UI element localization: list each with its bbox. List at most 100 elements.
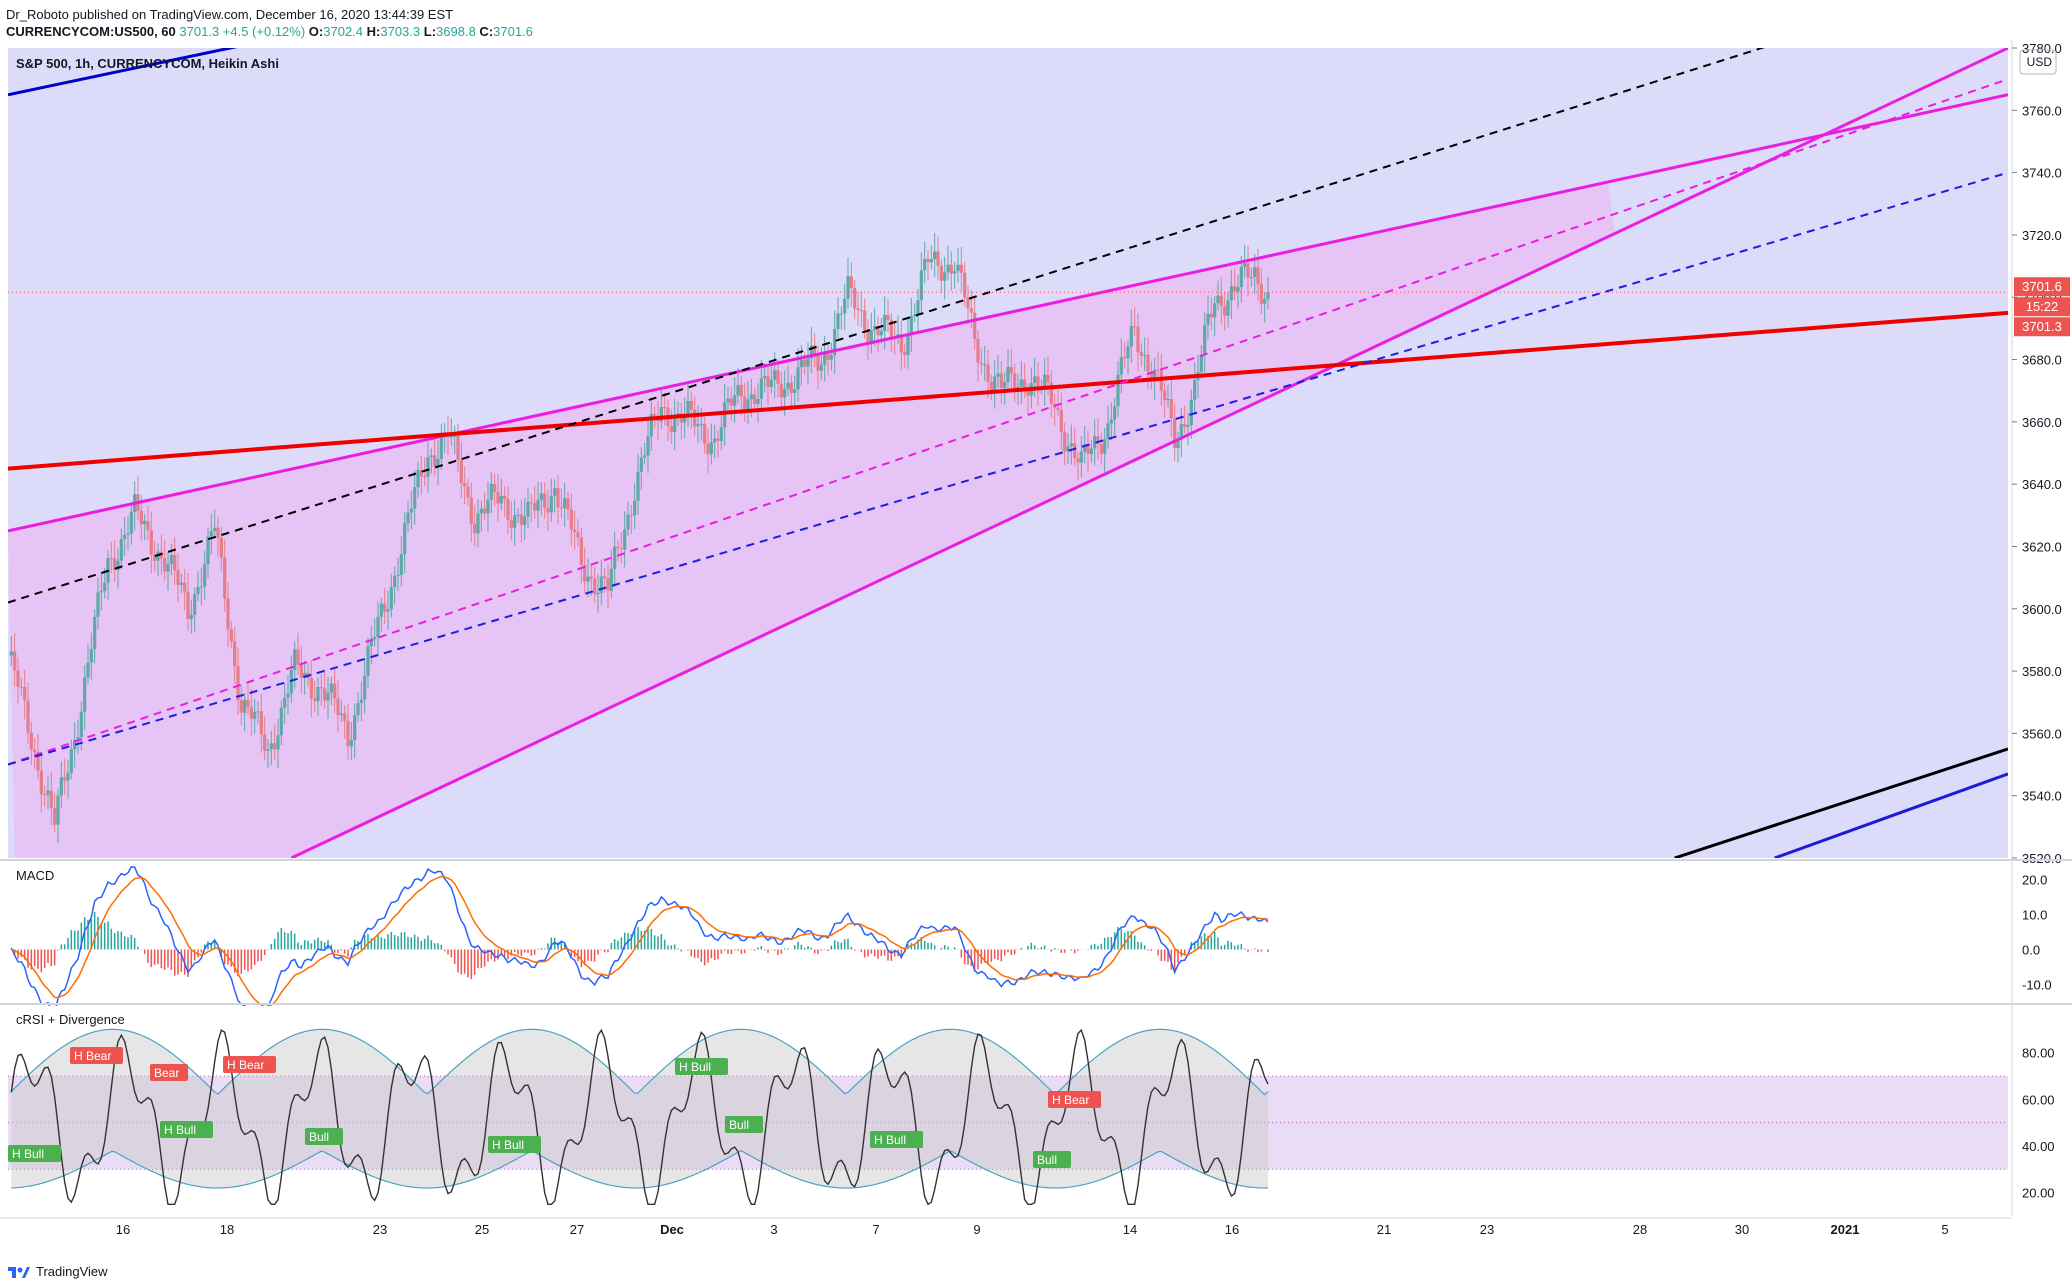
candle-body bbox=[336, 698, 340, 715]
candle-body bbox=[653, 414, 657, 416]
divergence-label-text: Bear bbox=[154, 1066, 179, 1080]
candle-body bbox=[1233, 286, 1237, 292]
candle-body bbox=[773, 370, 777, 380]
price-title: S&P 500, 1h, CURRENCYCOM, Heikin Ashi bbox=[16, 56, 279, 71]
candle-body bbox=[883, 314, 887, 332]
candle-body bbox=[786, 382, 790, 389]
macd-pane[interactable]: MACD bbox=[8, 862, 2008, 1018]
candle-body bbox=[103, 582, 107, 592]
candle-body bbox=[1193, 379, 1197, 400]
candle-body bbox=[109, 558, 113, 560]
candle-body bbox=[579, 537, 583, 565]
divergence-label-badge bbox=[675, 1058, 728, 1075]
candle-body bbox=[663, 407, 667, 409]
candle-body bbox=[189, 614, 193, 619]
candle-body bbox=[9, 651, 13, 656]
candle-body bbox=[839, 313, 843, 315]
candle-body bbox=[439, 436, 443, 460]
candle-body bbox=[1236, 286, 1240, 292]
candle-body bbox=[149, 530, 153, 555]
candle-body bbox=[1036, 376, 1040, 388]
low-value: 3698.8 bbox=[436, 24, 476, 39]
candle-body bbox=[719, 427, 723, 441]
candle-body bbox=[606, 578, 610, 591]
candle-body bbox=[1026, 390, 1030, 396]
x-tick-label: 7 bbox=[872, 1222, 879, 1237]
price-tick-label: 3620.0 bbox=[2022, 539, 2062, 554]
divergence-label-badge bbox=[150, 1064, 188, 1081]
candle-body bbox=[1256, 267, 1260, 285]
high-label: H: bbox=[366, 24, 381, 39]
candle-body bbox=[993, 376, 997, 391]
candle-body bbox=[509, 520, 513, 528]
candle-body bbox=[946, 264, 950, 273]
crsi-pane[interactable]: cRSI + Divergence H Bull H Bear Bear H Bull H… bbox=[8, 1006, 2008, 1216]
candle-body bbox=[269, 743, 273, 750]
candle-body bbox=[163, 558, 167, 572]
candle-body bbox=[523, 516, 527, 525]
candle-body bbox=[619, 548, 623, 550]
candle-body bbox=[156, 551, 160, 561]
candle-body bbox=[373, 636, 377, 640]
candle-body bbox=[613, 546, 617, 569]
candle-body bbox=[223, 557, 227, 599]
candle-body bbox=[913, 314, 917, 316]
candle-body bbox=[489, 483, 493, 500]
candle-body bbox=[186, 591, 190, 619]
candle-body bbox=[723, 402, 727, 428]
candle-body bbox=[859, 310, 863, 312]
divergence-label-text: Bull bbox=[729, 1118, 749, 1132]
candle-body bbox=[89, 649, 93, 663]
candle-body bbox=[43, 794, 47, 796]
price-pane[interactable]: S&P 500, 1h, CURRENCYCOM, Heikin Ashi bbox=[8, 0, 2008, 858]
divergence-label-badge bbox=[305, 1128, 343, 1145]
candle-body bbox=[806, 358, 810, 367]
price-tick-label: 3760.0 bbox=[2022, 103, 2062, 118]
candle-body bbox=[46, 790, 50, 795]
candle-body bbox=[816, 355, 820, 371]
candle-body bbox=[1186, 425, 1190, 427]
candle-body bbox=[829, 355, 833, 360]
candle-body bbox=[1073, 443, 1077, 459]
candle-body bbox=[639, 457, 643, 472]
candle-body bbox=[316, 687, 320, 702]
candle-body bbox=[216, 527, 220, 539]
candle-body bbox=[779, 383, 783, 398]
candle-body bbox=[553, 488, 557, 496]
candle-body bbox=[563, 498, 567, 509]
candle-body bbox=[1263, 298, 1267, 304]
candle-body bbox=[759, 378, 763, 399]
candle-body bbox=[969, 308, 973, 313]
candle-body bbox=[1149, 371, 1153, 382]
candle-body bbox=[173, 555, 177, 571]
candle-body bbox=[626, 514, 630, 530]
crsi-tick-label: 20.00 bbox=[2022, 1186, 2055, 1201]
candle-body bbox=[359, 699, 363, 704]
candle-body bbox=[343, 713, 347, 721]
candle-body bbox=[496, 492, 500, 504]
candle-body bbox=[506, 499, 510, 521]
divergence-label-text: H Bear bbox=[1052, 1093, 1089, 1107]
trend-lines bbox=[8, 48, 2008, 858]
candle-body bbox=[1066, 446, 1070, 452]
candle-body bbox=[1203, 324, 1207, 355]
candle-body bbox=[183, 582, 187, 592]
axes: 3780.03760.03740.03720.03700.03680.03660… bbox=[0, 40, 2072, 1240]
candle-body bbox=[1249, 277, 1253, 279]
x-tick-label: Dec bbox=[660, 1222, 684, 1237]
candle-body bbox=[19, 686, 23, 688]
candle-body bbox=[233, 641, 237, 667]
candle-body bbox=[856, 308, 860, 311]
candle-body bbox=[943, 272, 947, 281]
candle-body bbox=[1116, 374, 1120, 407]
x-tick-label: 21 bbox=[1377, 1222, 1391, 1237]
close-label: C: bbox=[479, 24, 494, 39]
candle-body bbox=[573, 529, 577, 533]
candle-body bbox=[403, 523, 407, 555]
trend-line-8 bbox=[1774, 772, 2008, 858]
trend-line-4 bbox=[8, 171, 2008, 766]
wedge-fill bbox=[8, 181, 1615, 858]
candle-body bbox=[1079, 451, 1083, 463]
candle-body bbox=[466, 486, 470, 498]
